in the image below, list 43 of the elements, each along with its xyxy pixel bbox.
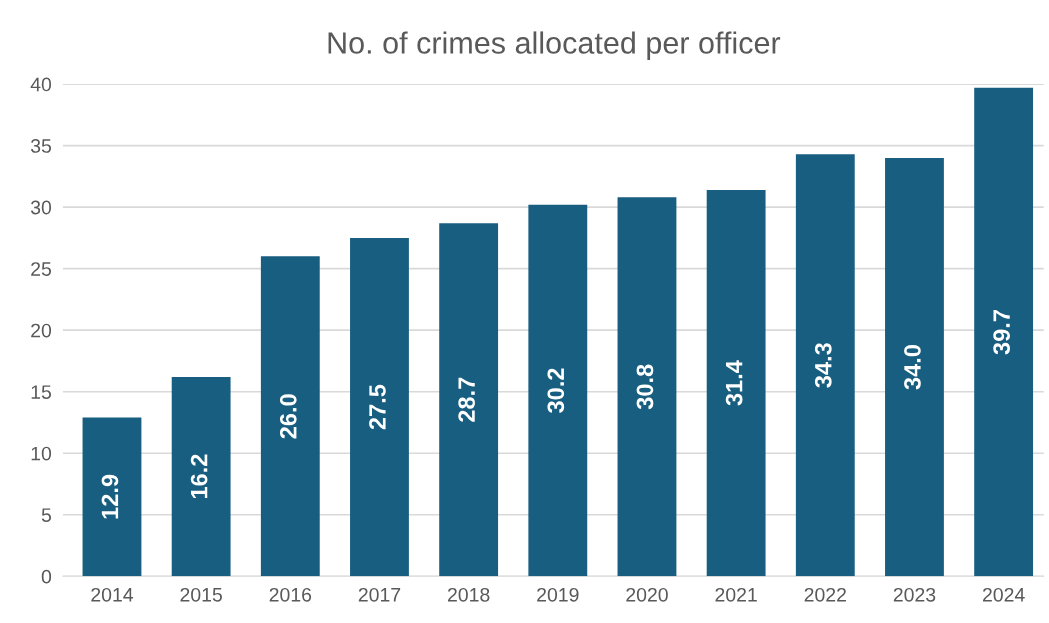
x-tick-label: 2014 xyxy=(91,587,134,602)
data-label: 28.7 xyxy=(458,377,475,422)
data-label: 30.8 xyxy=(636,364,654,410)
x-tick-label: 2017 xyxy=(358,587,401,602)
bar xyxy=(350,237,409,577)
x-tick-label: 2020 xyxy=(626,587,668,602)
data-label: 16.2 xyxy=(190,454,208,499)
x-tick-label: 2022 xyxy=(804,587,846,602)
data-label: 27.5 xyxy=(369,384,386,430)
x-tick-label: 2019 xyxy=(537,587,579,602)
bar xyxy=(260,256,320,577)
bar xyxy=(974,87,1034,577)
bar xyxy=(439,223,499,577)
data-label: 12.9 xyxy=(101,474,119,519)
bar xyxy=(528,204,588,577)
x-tick-label: 2023 xyxy=(893,587,936,602)
data-label: 30.2 xyxy=(547,368,565,413)
y-tick-label: 35 xyxy=(30,139,52,153)
data-label: 31.4 xyxy=(725,360,743,406)
bar xyxy=(885,157,944,577)
y-tick-label: 15 xyxy=(31,385,52,399)
y-tick-label: 0 xyxy=(41,569,52,584)
bar xyxy=(795,154,855,577)
x-tick-label: 2021 xyxy=(715,587,757,602)
y-tick-label: 20 xyxy=(31,323,52,338)
bar xyxy=(617,197,677,577)
y-tick-label: 5 xyxy=(41,508,52,522)
x-tick-label: 2016 xyxy=(269,587,312,602)
bar xyxy=(706,189,766,577)
bar xyxy=(82,417,142,577)
y-tick-label: 25 xyxy=(31,262,52,276)
bar xyxy=(171,376,231,577)
chart-title: No. of crimes allocated per officer xyxy=(328,31,781,60)
data-label: 26.0 xyxy=(279,394,297,439)
x-tick-label: 2024 xyxy=(982,587,1025,602)
x-tick-label: 2018 xyxy=(447,587,490,602)
y-tick-label: 40 xyxy=(30,77,52,92)
data-label: 34.0 xyxy=(904,345,921,390)
x-tick-label: 2015 xyxy=(180,587,222,602)
data-label: 39.7 xyxy=(993,310,1010,355)
y-tick-label: 10 xyxy=(31,446,52,461)
data-label: 34.3 xyxy=(814,343,832,388)
y-tick-label: 30 xyxy=(30,200,52,215)
